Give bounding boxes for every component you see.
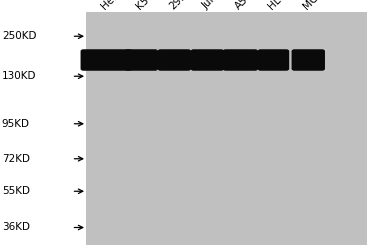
Text: K562: K562 [134,0,160,11]
Text: 250KD: 250KD [2,31,36,41]
FancyBboxPatch shape [291,49,325,71]
FancyBboxPatch shape [223,49,258,71]
FancyBboxPatch shape [125,49,158,71]
Text: A549: A549 [233,0,259,11]
Text: 72KD: 72KD [2,154,30,164]
Text: HL60: HL60 [266,0,292,11]
FancyBboxPatch shape [86,12,367,245]
Text: Hela: Hela [99,0,123,11]
Text: Jurkat: Jurkat [200,0,229,11]
Text: 36KD: 36KD [2,222,30,232]
FancyBboxPatch shape [80,49,132,71]
FancyBboxPatch shape [158,49,191,71]
Text: 55KD: 55KD [2,186,30,196]
Text: 95KD: 95KD [2,119,30,129]
FancyBboxPatch shape [258,49,289,71]
FancyBboxPatch shape [191,49,224,71]
Text: 293T: 293T [167,0,193,11]
Text: 130KD: 130KD [2,71,36,81]
Text: MCF-7: MCF-7 [301,0,331,11]
